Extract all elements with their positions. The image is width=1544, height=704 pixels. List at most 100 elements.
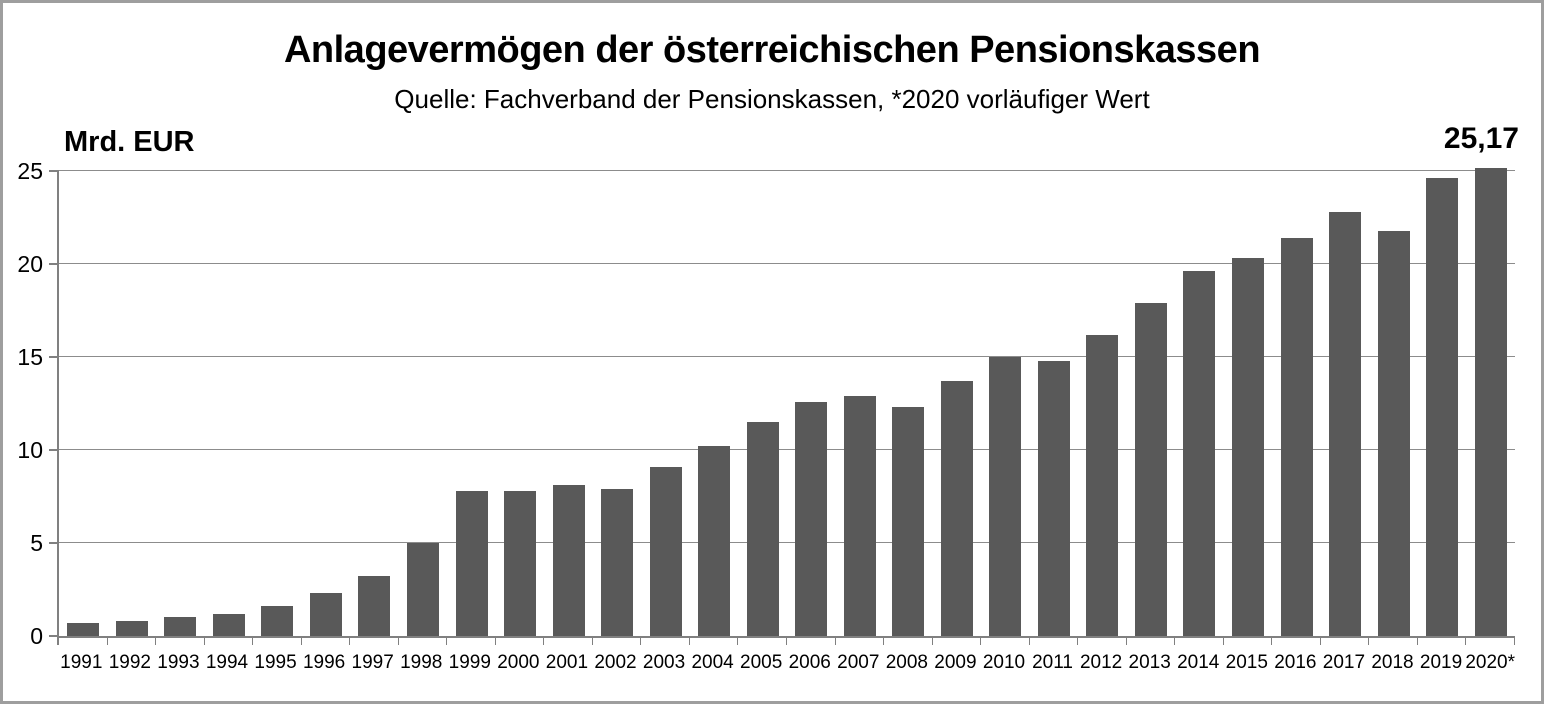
bar-slot	[1175, 171, 1224, 636]
x-tick-label: 1991	[60, 652, 103, 673]
y-axis-unit-label: Mrd. EUR	[64, 126, 195, 158]
x-tick-label: 2015	[1225, 652, 1268, 673]
x-tick-label: 2013	[1128, 652, 1171, 673]
x-axis-tick	[1175, 636, 1224, 645]
bar	[601, 489, 634, 636]
bar-slot	[738, 171, 787, 636]
bar-slot	[496, 171, 545, 636]
x-tick-label: 2003	[642, 652, 686, 673]
x-tick-label: 2006	[788, 652, 831, 673]
bar-slot	[1369, 171, 1418, 636]
bar-slot	[253, 171, 302, 636]
x-axis-tick	[933, 636, 982, 645]
bar-slot	[1127, 171, 1176, 636]
bar	[1183, 271, 1216, 636]
bar	[746, 422, 779, 636]
bar	[1232, 258, 1265, 636]
gridline	[59, 449, 1515, 450]
x-tick-label: 1993	[157, 652, 200, 673]
y-tick-label: 10	[17, 437, 43, 463]
gridline	[59, 356, 1515, 357]
x-axis-tick	[59, 636, 108, 645]
bar	[455, 490, 488, 636]
x-tick-label: 2008	[885, 652, 928, 673]
y-tick-label: 20	[17, 251, 43, 277]
x-axis-tick	[836, 636, 885, 645]
x-axis-tick	[1078, 636, 1127, 645]
bar	[504, 490, 537, 636]
x-tick-label: 1994	[205, 652, 249, 673]
bars-layer	[59, 167, 1515, 636]
x-axis-tick	[738, 636, 787, 645]
x-axis-tick	[593, 636, 642, 645]
x-tick-label: 2010	[982, 652, 1026, 673]
y-axis-tick	[49, 542, 59, 544]
bar-slot	[981, 171, 1030, 636]
bar-slot	[205, 171, 254, 636]
bar-slot	[1030, 171, 1079, 636]
bar-slot	[108, 171, 157, 636]
x-tick-label: 2009	[934, 652, 977, 673]
bar-slot	[544, 171, 593, 636]
bar	[1329, 211, 1362, 636]
bar	[940, 381, 973, 636]
x-axis-tick	[108, 636, 157, 645]
x-axis-tick	[1272, 636, 1321, 645]
bar-slot	[1466, 167, 1515, 636]
x-tick-label: 1995	[254, 652, 297, 673]
y-axis-tick	[49, 635, 59, 637]
x-axis-labels: 1991 1992 1993 1994 1995 1996 1997 1998 1999 2000…	[57, 651, 1515, 675]
gridline	[59, 263, 1515, 264]
x-axis-tick	[1224, 636, 1273, 645]
x-axis-tick	[205, 636, 254, 645]
bar-slot	[1321, 171, 1370, 636]
chart-subtitle: Quelle: Fachverband der Pensionskassen, …	[394, 84, 1150, 114]
x-tick-label: 2017	[1322, 652, 1366, 673]
x-tick-label: 2020*	[1465, 652, 1515, 673]
chart-title: Anlagevermögen der österreichischen Pens…	[283, 29, 1261, 71]
bar	[1474, 167, 1507, 636]
bar	[1426, 178, 1459, 636]
bar	[212, 613, 245, 636]
bar	[358, 576, 391, 636]
bar	[795, 401, 828, 636]
bar	[843, 396, 876, 636]
x-axis-tick	[1418, 636, 1467, 645]
bar-slot	[59, 171, 108, 636]
gridline	[59, 542, 1515, 543]
bar	[1377, 230, 1410, 636]
bar	[1280, 237, 1313, 636]
x-tick-label: 1996	[302, 652, 346, 673]
y-tick-label: 25	[17, 158, 43, 184]
bar-slot	[1272, 171, 1321, 636]
x-axis-tick	[399, 636, 448, 645]
bar	[1037, 360, 1070, 636]
bar-slot	[933, 171, 982, 636]
x-axis-tick	[641, 636, 690, 645]
x-axis-tick	[787, 636, 836, 645]
x-tick-label: 2005	[740, 652, 783, 673]
plot-area: 0 5 10 15 20 25	[17, 160, 1515, 648]
x-tick-label: 2016	[1274, 652, 1317, 673]
x-tick-label: 1992	[108, 652, 151, 673]
bar-slot	[1078, 171, 1127, 636]
y-axis-tick	[49, 356, 59, 358]
bar-slot	[641, 171, 690, 636]
x-axis-tick	[447, 636, 496, 645]
x-axis-tick	[1369, 636, 1418, 645]
bar-slot	[350, 171, 399, 636]
bar-slot	[447, 171, 496, 636]
bar-slot	[1224, 171, 1273, 636]
bar-slot	[399, 171, 448, 636]
x-tick-label: 2002	[594, 652, 637, 673]
bar	[261, 606, 294, 636]
y-tick-label: 0	[30, 623, 43, 649]
bar	[1086, 334, 1119, 636]
y-tick-label: 15	[17, 344, 43, 370]
bar	[989, 357, 1022, 636]
x-axis-tick	[302, 636, 351, 645]
bar	[892, 407, 925, 636]
y-axis-tick	[49, 170, 59, 172]
bar-slot	[1418, 171, 1467, 636]
bar	[67, 622, 100, 636]
